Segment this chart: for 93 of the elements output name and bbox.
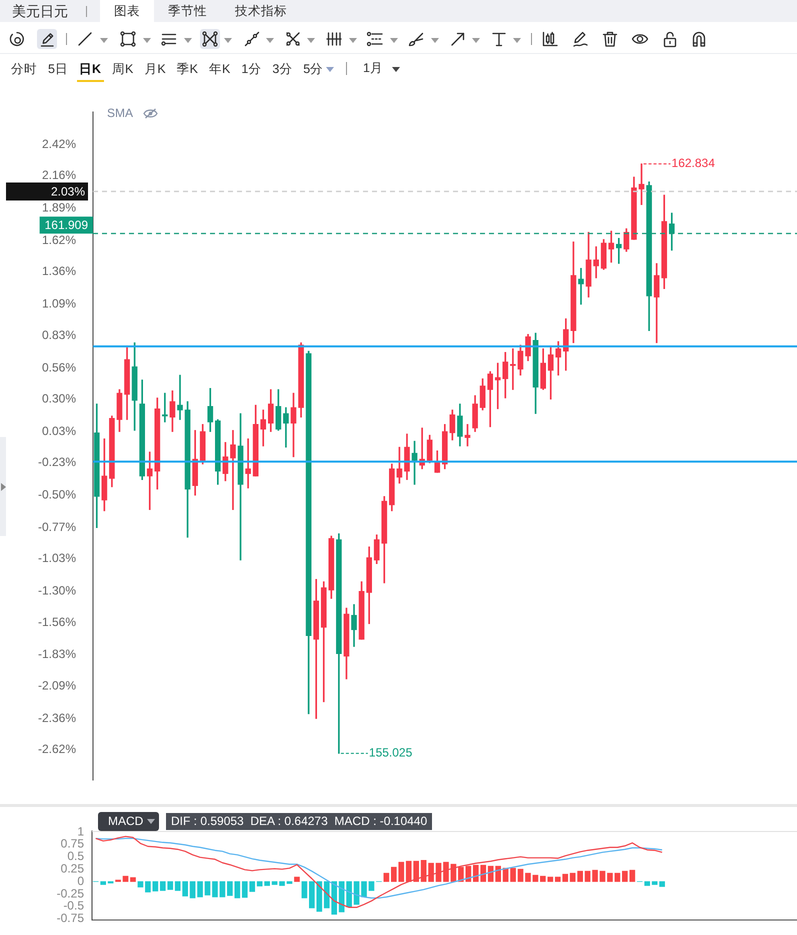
bar — [242, 881, 248, 898]
bar — [160, 881, 166, 891]
bar — [562, 874, 568, 882]
text: 5分 — [303, 62, 324, 76]
bar — [264, 881, 270, 886]
candlestick — [230, 430, 236, 510]
bar — [294, 876, 300, 882]
annotation: 155.025 — [368, 746, 413, 760]
y-tick-label: 0 — [77, 874, 84, 888]
bar — [100, 881, 106, 885]
y-tick-label: -1.30% — [38, 584, 76, 598]
y-tick-label: -1.83% — [38, 647, 76, 662]
y-tick-label: 0.56% — [42, 360, 76, 374]
text: 日K — [78, 62, 101, 76]
y-tick-label: 1 — [77, 824, 84, 838]
bar — [570, 872, 576, 882]
bar — [152, 881, 158, 892]
bar — [309, 881, 315, 908]
y-tick-label: 1.62% — [42, 232, 76, 247]
y-tick-label: -2.62% — [38, 742, 76, 756]
bar — [384, 872, 390, 882]
bar — [249, 881, 256, 892]
bar — [472, 864, 479, 882]
annotation: SMA — [107, 106, 134, 120]
text: 161.909 — [44, 218, 88, 232]
y-tick-label: 1.36% — [42, 264, 76, 278]
bar — [390, 866, 397, 882]
y-tick-label: -0.23% — [38, 455, 76, 470]
y-tick-label: 0.03% — [42, 424, 76, 438]
bar — [480, 864, 486, 882]
text: 月K — [144, 62, 166, 76]
bar — [644, 881, 650, 886]
tab: 图表 — [100, 0, 154, 22]
y-tick-label: -0.25 — [56, 886, 84, 900]
text: 3分 — [272, 62, 292, 76]
bar — [488, 866, 494, 882]
bar — [413, 860, 420, 882]
bar — [406, 860, 412, 882]
y-tick-label: -0.77% — [38, 520, 76, 534]
y-tick-label: -2.09% — [38, 678, 76, 692]
bar — [182, 881, 188, 896]
bar — [659, 881, 665, 887]
y-tick-label: -1.56% — [38, 614, 76, 629]
text: 5日 — [48, 62, 68, 76]
y-tick-label: 0.5 — [67, 849, 84, 864]
y-tick-label: 0.83% — [42, 328, 76, 342]
value-box: DIF : 0.59053 DEA : 0.64273 MACD : -0.10440 — [166, 813, 432, 830]
bar — [398, 862, 404, 882]
y-tick-label: 2.42% — [42, 136, 76, 151]
bar — [547, 876, 554, 882]
y-tick-label: -1.03% — [38, 551, 76, 566]
y-tick-label: -0.5 — [63, 898, 84, 913]
annotation: 162.834 — [672, 156, 716, 170]
bar — [174, 881, 181, 891]
y-tick-label: 0.75 — [60, 836, 84, 851]
text: 年K — [209, 62, 230, 76]
bar — [420, 860, 426, 882]
y-tick-label: 0.30% — [42, 391, 76, 406]
bar — [256, 881, 263, 886]
text: 技术指标 — [235, 4, 287, 18]
bar — [577, 870, 583, 882]
candlestick — [283, 407, 289, 448]
text: 季节性 — [168, 4, 207, 18]
text: 季K — [176, 62, 198, 76]
bar — [540, 876, 546, 882]
ref-line-label: 2.03% — [50, 184, 86, 198]
chart-subtitle: DIF : 0.59053 DEA : 0.64273 MACD : -0.10440 — [171, 814, 428, 828]
y-tick-label: 1.89% — [42, 200, 76, 215]
text: 分时 — [11, 62, 37, 76]
bar — [302, 881, 308, 898]
bar — [167, 881, 174, 890]
y-tick-label: 2.16% — [42, 168, 76, 182]
candlestick — [464, 424, 470, 446]
y-tick-label: -0.50% — [38, 488, 76, 502]
bar — [227, 881, 233, 896]
text: 美元日元 — [12, 3, 68, 19]
bar — [622, 870, 628, 882]
y-tick-label: -2.36% — [38, 710, 76, 725]
y-tick-label: 0.25 — [60, 862, 84, 876]
text: 1月 — [363, 61, 383, 76]
bar — [629, 870, 636, 882]
bar — [234, 881, 240, 898]
text: 1分 — [241, 62, 262, 76]
y-tick-label: 1.09% — [42, 296, 76, 311]
chart-title: MACD — [108, 814, 144, 828]
candlestick — [412, 440, 418, 485]
bar — [652, 881, 658, 885]
candlestick — [578, 268, 584, 305]
y-tick-label: -0.75 — [56, 911, 84, 926]
bar — [466, 866, 472, 882]
text: 周K — [112, 62, 134, 76]
bar — [554, 876, 561, 882]
dropdown-button: MACD — [98, 812, 159, 831]
